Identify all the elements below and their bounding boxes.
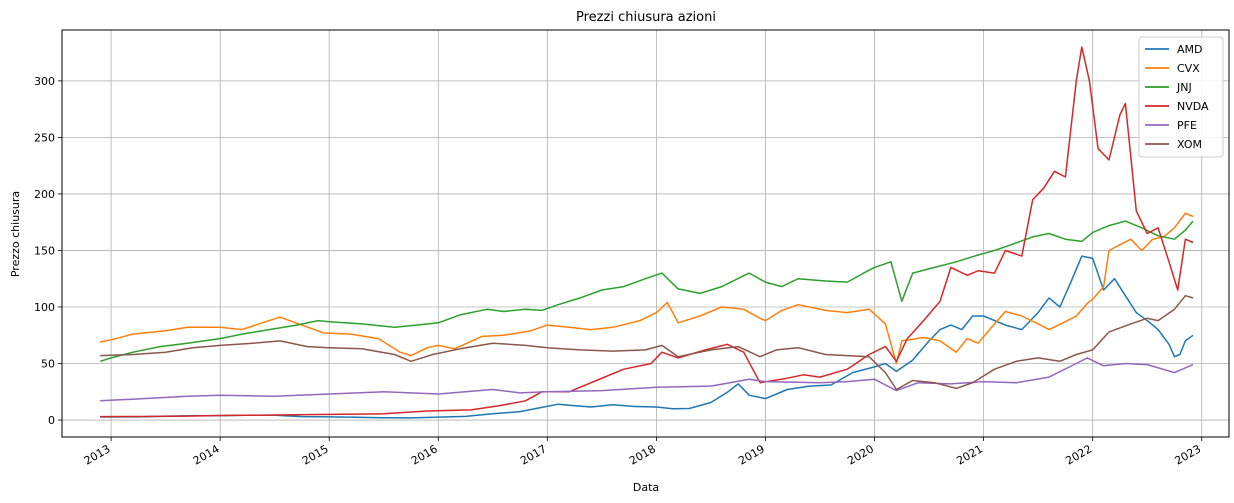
legend-label: XOM [1177,138,1202,151]
x-tick-label: 2022 [1063,442,1094,467]
legend-label: JNJ [1176,81,1192,94]
legend-label: NVDA [1177,100,1209,113]
y-tick-label: 250 [34,131,55,144]
y-tick-label: 0 [48,414,55,427]
x-tick-label: 2023 [1172,442,1203,467]
series-line-cvx [100,212,1194,365]
grid-lines [62,30,1229,437]
legend-label: CVX [1177,62,1200,75]
series-line-jnj [99,220,1194,363]
y-tick-label: 150 [34,244,55,257]
series-line-nvda [100,46,1194,418]
legend-box [1138,36,1224,158]
y-axis: 0 50 100 150 200 250 300 [34,75,62,427]
legend: AMD CVX JNJ NVDA PFE XOM [1138,36,1224,158]
x-tick-label: 2014 [191,442,222,467]
series-layer [99,46,1194,419]
x-axis-label: Data [633,481,659,494]
x-tick-label: 2015 [300,442,331,467]
y-tick-label: 200 [34,188,55,201]
legend-label: AMD [1177,43,1203,56]
y-tick-label: 100 [34,301,55,314]
x-tick-label: 2020 [845,442,876,467]
series-line-amd [100,255,1194,419]
plot-frame [61,29,1230,438]
series-line-pfe [100,357,1194,402]
x-tick-label: 2021 [954,442,985,467]
y-tick-label: 300 [34,75,55,88]
chart-title: Prezzi chiusura azioni [576,10,716,25]
y-axis-label: Prezzo chiusura [9,191,22,277]
x-tick-label: 2018 [627,442,658,467]
x-tick-label: 2013 [82,442,113,467]
y-tick-label: 50 [41,358,55,371]
x-tick-label: 2017 [518,442,549,467]
x-axis: 2013 2014 2015 2016 2017 2018 2019 2020 2021 2022… [82,437,1203,468]
x-tick-label: 2019 [736,442,767,467]
series-line-xom [100,294,1194,391]
legend-label: PFE [1177,119,1197,132]
x-tick-label: 2016 [409,442,440,467]
